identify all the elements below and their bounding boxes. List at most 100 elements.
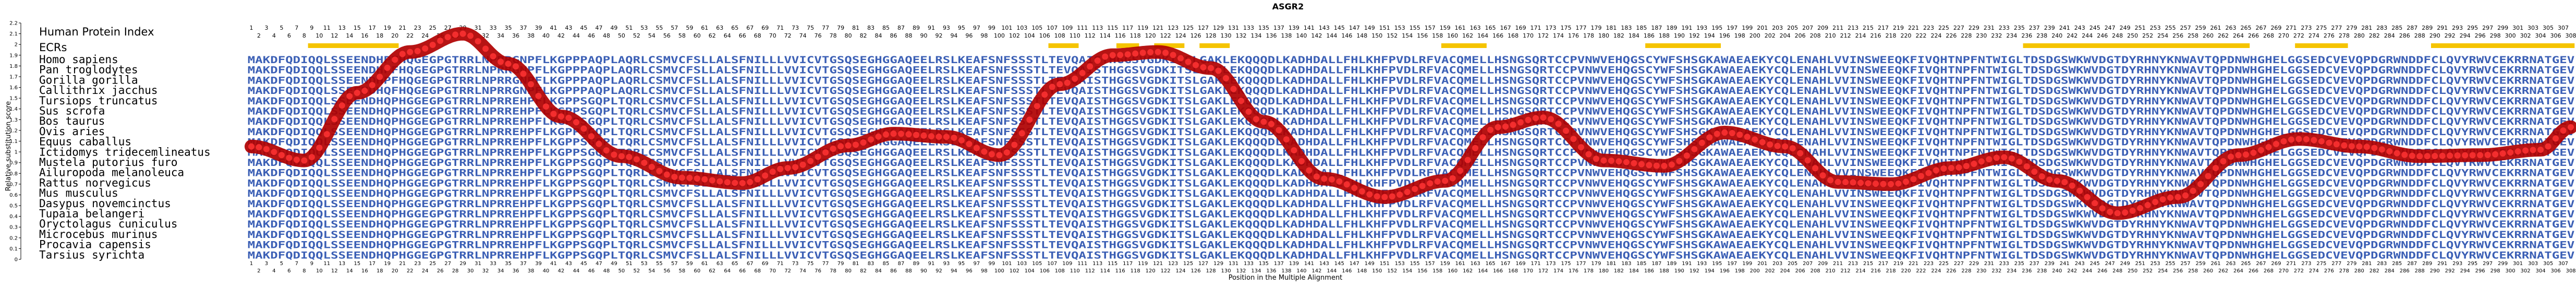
curve-point	[422, 45, 429, 52]
top-index-label: 158	[1432, 32, 1443, 39]
curve-point	[535, 92, 542, 99]
position-label: 182	[1614, 268, 1624, 274]
curve-point	[2393, 150, 2400, 157]
position-label: 128	[1206, 268, 1216, 274]
position-label: 305	[2543, 261, 2553, 267]
position-label: 134	[1251, 268, 1261, 274]
top-index-label: 298	[2490, 32, 2501, 39]
position-label: 275	[2316, 261, 2326, 267]
curve-point	[1971, 160, 1977, 167]
curve-point	[2560, 127, 2567, 134]
curve-point	[293, 157, 300, 163]
position-label: 64	[724, 268, 731, 274]
curve-point	[1600, 157, 1607, 164]
top-index-label: 177	[1575, 25, 1586, 31]
position-label: 260	[2203, 268, 2213, 274]
curve-point	[2507, 149, 2514, 156]
curve-point	[1683, 152, 1690, 159]
position-label: 198	[1735, 268, 1745, 274]
curve-point	[1291, 147, 1297, 154]
species-label: Equus caballus	[39, 136, 131, 148]
curve-point	[429, 41, 436, 48]
curve-point	[1736, 131, 1743, 138]
curve-point	[2499, 150, 2506, 157]
position-label: 57	[671, 261, 678, 267]
curve-point	[331, 116, 338, 123]
curve-point	[414, 47, 421, 54]
curve-point	[2190, 187, 2196, 194]
top-index-label: 306	[2550, 32, 2561, 39]
position-label: 212	[1841, 268, 1851, 274]
curve-point	[1525, 116, 1532, 123]
position-label: 285	[2392, 261, 2402, 267]
top-index-label: 149	[1364, 25, 1375, 31]
top-index-label: 241	[2059, 25, 2070, 31]
position-label: 286	[2400, 268, 2410, 274]
curve-point	[1834, 178, 1841, 185]
position-label: 22	[407, 268, 414, 274]
top-index-label: 201	[1757, 25, 1768, 31]
y-tick-label: 0	[15, 257, 18, 263]
top-index-label: 54	[648, 32, 655, 39]
top-index-label: 152	[1387, 32, 1398, 39]
top-index-label: 99	[988, 25, 995, 31]
top-index-label: 56	[663, 32, 671, 39]
curve-point	[1109, 52, 1116, 58]
top-index-label: 66	[739, 32, 746, 39]
position-label: 201	[1757, 261, 1767, 267]
curve-point	[1056, 81, 1063, 88]
curve-point	[565, 115, 572, 122]
curve-point	[633, 156, 640, 163]
position-label: 259	[2196, 261, 2206, 267]
curve-point	[951, 134, 957, 141]
top-index-label: 299	[2497, 25, 2508, 31]
curve-point	[1358, 188, 1365, 195]
top-index-label: 215	[1863, 25, 1874, 31]
top-index-label: 4	[272, 32, 276, 39]
curve-point	[2341, 142, 2348, 149]
curve-point	[883, 131, 890, 138]
top-index-label: 245	[2089, 25, 2100, 31]
curve-point	[2356, 143, 2363, 150]
top-index-label: 62	[709, 32, 716, 39]
top-index-label: 117	[1122, 25, 1133, 31]
curve-point	[663, 171, 670, 178]
top-index-label: 88	[905, 32, 913, 39]
top-index-label: 249	[2120, 25, 2131, 31]
curve-point	[1139, 50, 1146, 56]
top-index-label: 219	[1893, 25, 1904, 31]
position-label: 215	[1863, 261, 1873, 267]
curve-point	[1094, 57, 1101, 64]
top-index-label: 209	[1817, 25, 1828, 31]
curve-point	[2235, 152, 2242, 159]
curve-point	[550, 111, 557, 117]
top-index-label: 225	[1938, 25, 1949, 31]
ecr-segment	[1048, 43, 1079, 48]
top-index-label: 214	[1855, 32, 1866, 39]
position-label: 77	[822, 261, 829, 267]
curve-point	[875, 133, 882, 140]
top-index-label: 14	[346, 32, 353, 39]
curve-point	[1087, 63, 1093, 70]
position-label: 167	[1501, 261, 1511, 267]
position-label: 93	[943, 261, 950, 267]
top-index-label: 48	[603, 32, 610, 39]
top-index-label: 101	[1001, 25, 1012, 31]
sequence-row: MAKDFQDIQQLSSEENDHPFHQGEGPGTRRLNPRRGNPFL…	[248, 65, 2574, 76]
position-label: 284	[2385, 268, 2395, 274]
curve-point	[1170, 52, 1176, 58]
curve-point	[1396, 192, 1403, 198]
curve-point	[2424, 153, 2431, 160]
position-label: 85	[883, 261, 890, 267]
curve-point	[520, 70, 527, 77]
curve-point	[996, 152, 1003, 159]
curve-point	[1457, 168, 1464, 174]
y-tick-label: 0.2	[9, 235, 18, 241]
position-label: 20	[392, 268, 398, 274]
top-index-label: 103	[1016, 25, 1027, 31]
curve-point	[475, 38, 481, 45]
top-index-label: 102	[1009, 32, 1020, 39]
curve-point	[2076, 187, 2083, 194]
curve-point	[777, 165, 784, 172]
curve-point	[248, 143, 254, 150]
